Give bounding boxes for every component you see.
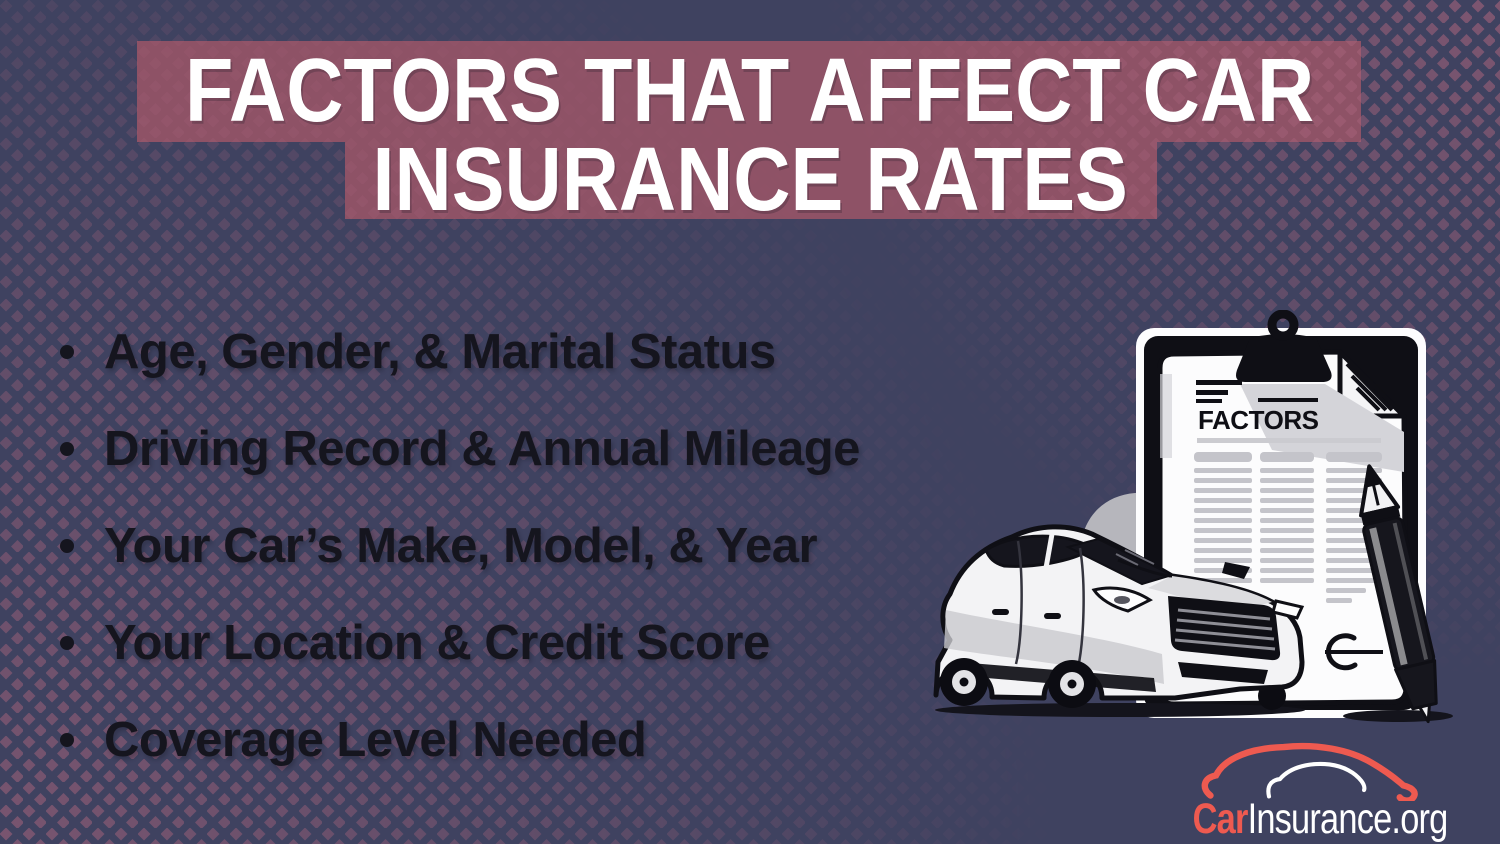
list-item: Coverage Level Needed	[60, 713, 860, 767]
factor-label: Coverage Level Needed	[104, 712, 647, 767]
bullet-icon	[60, 344, 74, 359]
bullet-icon	[60, 635, 74, 650]
car-shadow	[935, 703, 1305, 717]
title-line-2: INSURANCE RATES	[0, 130, 1500, 230]
title-line-1: FACTORS THAT AFFECT CAR	[0, 41, 1500, 142]
car-outline-icon	[1201, 742, 1418, 801]
factors-list: Age, Gender, & Marital Status Driving Re…	[60, 325, 860, 812]
list-item: Age, Gender, & Marital Status	[60, 325, 860, 379]
list-item: Your Location & Credit Score	[60, 616, 860, 670]
bullet-icon	[60, 441, 74, 456]
pen-shadow	[1343, 710, 1453, 722]
logo-prefix: Car	[1192, 795, 1249, 843]
bullet-icon	[60, 538, 74, 553]
logo-text: CarInsurance.org	[1183, 798, 1449, 841]
factor-label: Your Location & Credit Score	[104, 615, 770, 670]
clipboard-title: FACTORS	[1198, 405, 1320, 435]
logo-suffix: Insurance.org	[1247, 795, 1449, 843]
car-clipboard-illustration: FACTORS	[933, 310, 1453, 724]
factor-label: Age, Gender, & Marital Status	[104, 324, 776, 379]
carinsurance-logo: CarInsurance.org	[1183, 737, 1483, 841]
list-item: Your Car’s Make, Model, & Year	[60, 519, 860, 573]
title-text-2: INSURANCE RATES	[372, 130, 1128, 230]
list-item: Driving Record & Annual Mileage	[60, 422, 860, 476]
title-text-1: FACTORS THAT AFFECT CAR	[185, 41, 1315, 141]
factor-label: Driving Record & Annual Mileage	[104, 421, 860, 476]
factor-label: Your Car’s Make, Model, & Year	[104, 518, 818, 573]
bullet-icon	[60, 732, 74, 747]
